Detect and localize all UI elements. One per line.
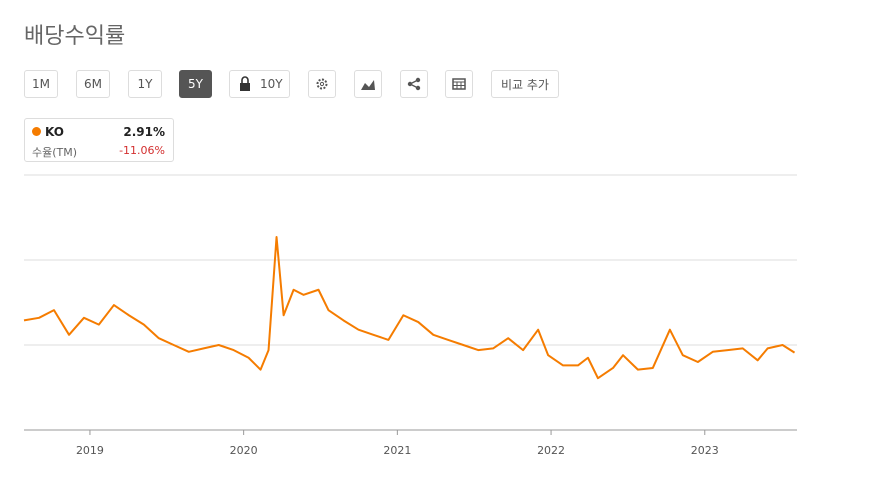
chart-type-button[interactable] — [354, 70, 382, 98]
legend-dot — [32, 127, 41, 136]
x-tick-label: 2019 — [76, 444, 104, 457]
x-tick-label: 2020 — [230, 444, 258, 457]
range-button[interactable]: 10Y — [229, 70, 290, 98]
range-button[interactable]: 5Y — [179, 70, 212, 98]
legend-label: 수율(TM) — [32, 146, 78, 159]
legend-ticker: KO — [45, 125, 64, 139]
settings-button[interactable] — [308, 70, 336, 98]
x-tick-label: 2022 — [537, 444, 565, 457]
share-icon — [407, 77, 421, 91]
table-icon — [452, 78, 466, 90]
table-button[interactable] — [445, 70, 473, 98]
legend: KO 2.91% 수율(TM) -11.06% — [24, 118, 174, 162]
x-tick-label: 2023 — [691, 444, 719, 457]
range-button[interactable]: 1Y — [128, 70, 162, 98]
compare-button[interactable]: 비교 추가 — [491, 70, 559, 98]
chart-icon — [361, 80, 375, 90]
lock-icon — [240, 76, 250, 91]
legend-value: 2.91% — [123, 125, 165, 139]
gear-icon — [316, 78, 328, 90]
share-button[interactable] — [400, 70, 428, 98]
page-title: 배당수익률 — [24, 24, 126, 49]
x-tick-label: 2021 — [383, 444, 411, 457]
range-label: 10Y — [260, 77, 283, 91]
legend-change: -11.06% — [119, 144, 165, 157]
range-button[interactable]: 1M — [24, 70, 58, 98]
range-button[interactable]: 6M — [76, 70, 110, 98]
data-line — [23, 236, 796, 380]
